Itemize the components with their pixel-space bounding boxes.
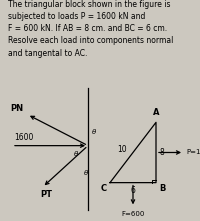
Text: C: C (101, 184, 107, 193)
Text: 10: 10 (117, 145, 127, 154)
Text: 6: 6 (131, 186, 135, 195)
Text: θ: θ (92, 129, 96, 135)
Text: θ: θ (84, 170, 88, 176)
Text: 1600: 1600 (14, 133, 33, 142)
Text: The triangular block shown in the figure is
subjected to loads P = 1600 kN and
F: The triangular block shown in the figure… (8, 0, 173, 58)
Text: θ: θ (74, 151, 78, 157)
Text: PT: PT (40, 190, 52, 199)
Text: A: A (153, 108, 159, 117)
Text: 8: 8 (159, 148, 164, 157)
Text: B: B (159, 184, 165, 193)
Text: PN: PN (10, 104, 23, 113)
Text: P=1600: P=1600 (186, 149, 200, 156)
Text: F=600: F=600 (121, 211, 145, 217)
